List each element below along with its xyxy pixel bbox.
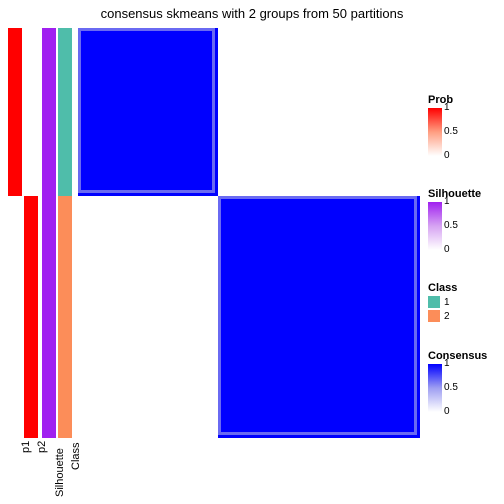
chart-title: consensus skmeans with 2 groups from 50 …	[0, 6, 504, 21]
anno-label-p2: p2	[36, 441, 48, 453]
legend-tick: 0	[444, 151, 450, 161]
heatmap-block-0-1	[218, 28, 420, 196]
legend-tick: 0.5	[444, 127, 458, 137]
legend-tick: 1	[444, 103, 450, 113]
anno-col-p2	[24, 28, 38, 438]
heatmap-block-0-0	[78, 28, 218, 196]
legend-title: Silhouette	[428, 188, 481, 200]
legend-title: Consensus	[428, 350, 487, 362]
legend-class: Class 1 2	[428, 282, 457, 324]
legend-swatch	[428, 310, 440, 322]
legend-item: 1	[428, 296, 457, 310]
legend-item: 2	[428, 310, 457, 324]
legend-consensus: Consensus10.50	[428, 350, 487, 412]
legend-tick: 1	[444, 197, 450, 207]
legend-title: Class	[428, 282, 457, 294]
legend-silhouette: Silhouette10.50	[428, 188, 481, 250]
legend-label: 2	[444, 311, 450, 322]
anno-label-p1: p1	[20, 441, 32, 453]
legend-prob: Prob10.50	[428, 94, 453, 156]
legend-tick: 0	[444, 245, 450, 255]
legend-tick: 0.5	[444, 383, 458, 393]
heatmap-block-1-0	[78, 196, 218, 438]
anno-col-silhouette	[42, 28, 56, 438]
heatmap-block-1-1	[218, 196, 420, 438]
anno-col-p1	[8, 28, 22, 438]
anno-label-silhouette: Silhouette	[54, 448, 66, 497]
anno-label-class: Class	[70, 442, 82, 470]
legend-gradient	[428, 364, 442, 412]
legend-label: 1	[444, 297, 450, 308]
consensus-heatmap	[78, 28, 420, 438]
legend-swatch	[428, 296, 440, 308]
legend-tick: 1	[444, 359, 450, 369]
anno-col-class	[58, 28, 72, 438]
legend-gradient	[428, 202, 442, 250]
legend-tick: 0.5	[444, 221, 458, 231]
legend-tick: 0	[444, 407, 450, 417]
legend-gradient	[428, 108, 442, 156]
